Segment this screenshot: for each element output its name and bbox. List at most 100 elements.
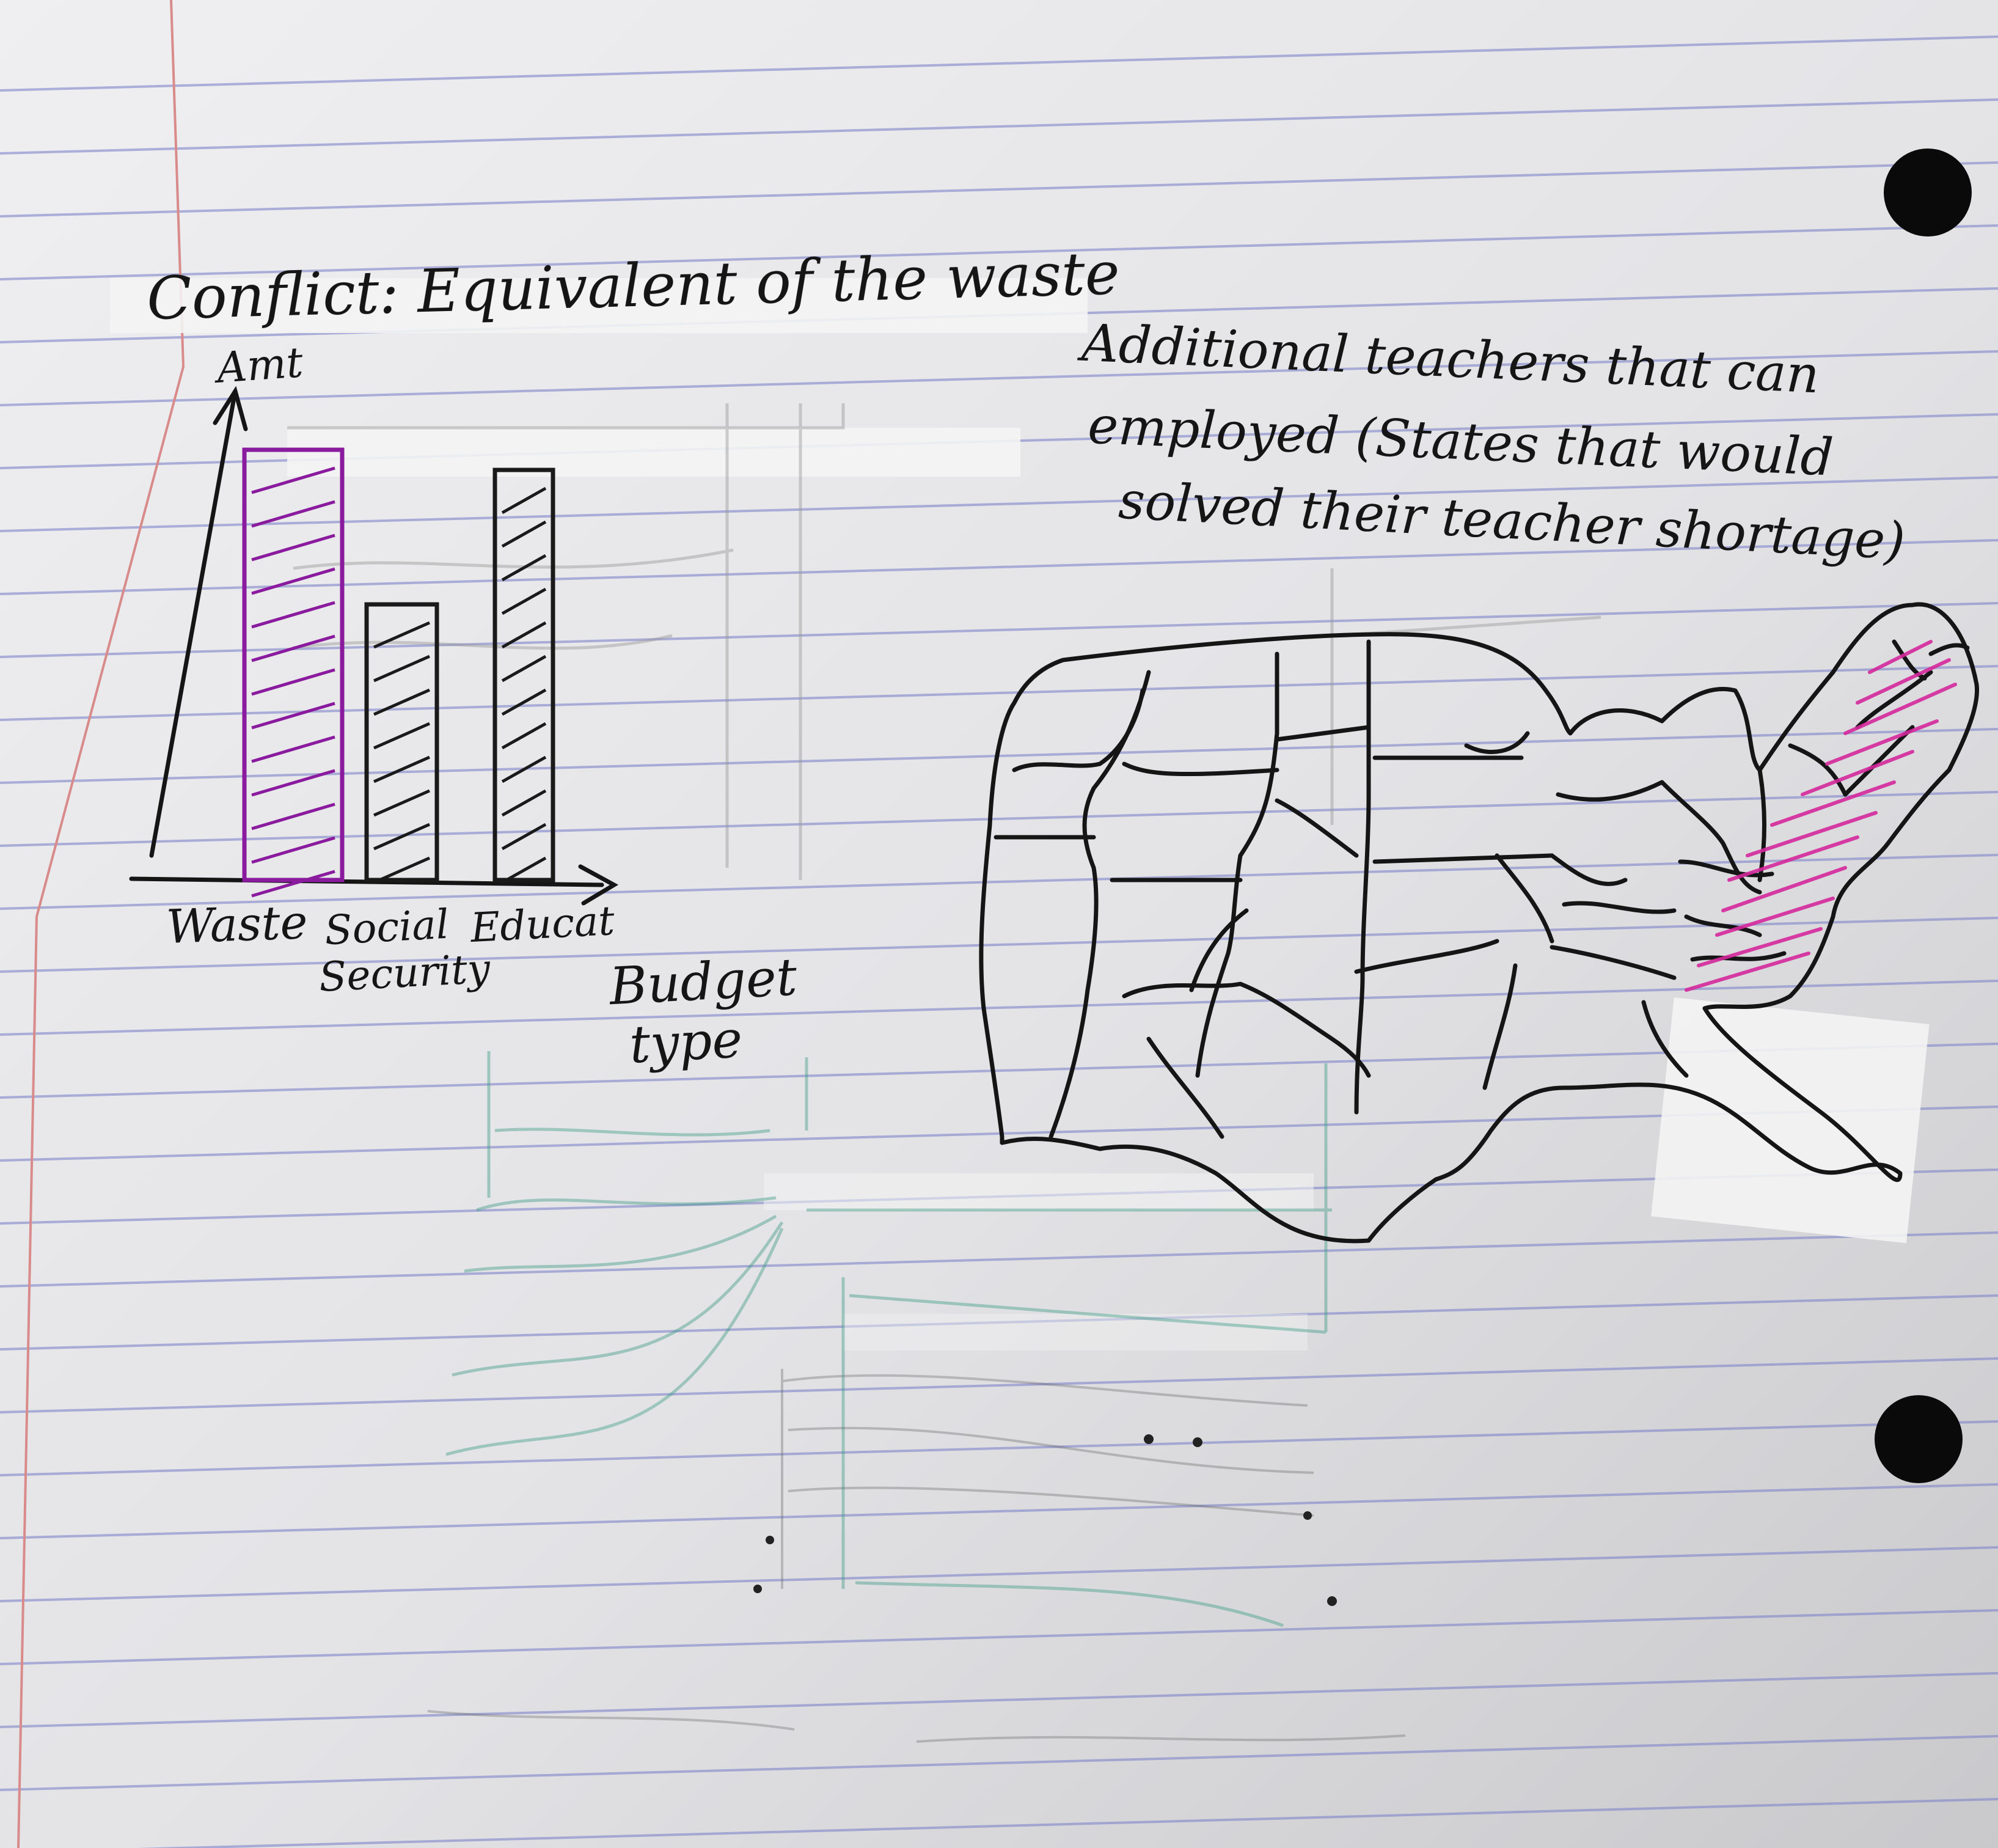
east-coast-hatching — [1685, 640, 1957, 992]
hatch-stroke — [251, 634, 335, 662]
hatch-stroke — [501, 856, 547, 884]
hatch-stroke — [251, 500, 335, 528]
hatch-stroke — [373, 688, 431, 716]
hatch-stroke — [501, 654, 547, 683]
hatch-stroke — [251, 668, 335, 696]
hatch-stroke — [373, 722, 431, 750]
state-line — [1928, 643, 1970, 656]
state-line — [1556, 780, 1664, 802]
margin-line — [17, 0, 185, 1848]
hatch-stroke — [501, 688, 547, 716]
ruled-line — [0, 1735, 1998, 1791]
ruled-line — [0, 35, 1998, 92]
hatch-stroke — [501, 554, 547, 582]
hatch-stroke — [251, 702, 335, 730]
ruled-line — [0, 161, 1998, 218]
ruled-line — [0, 1672, 1998, 1728]
ruled-lines — [0, 35, 1998, 1848]
hatch-stroke — [501, 789, 547, 817]
state-line — [1275, 725, 1371, 742]
state-line — [1550, 945, 1677, 980]
ruled-line — [0, 98, 1998, 155]
hatch-stroke — [501, 722, 547, 750]
state-line — [1354, 939, 1499, 974]
bar-waste — [242, 447, 345, 882]
state-line — [1641, 1000, 1689, 1078]
ruled-line — [0, 350, 1998, 406]
ruled-line — [0, 665, 1998, 721]
x-axis-arrow — [578, 864, 619, 906]
hatch-stroke — [251, 870, 335, 898]
ruled-line — [0, 1294, 1998, 1351]
hatch-stroke — [373, 755, 431, 783]
hatch-stroke — [251, 601, 335, 629]
bars — [242, 447, 555, 898]
y-axis-label: Amt — [215, 339, 305, 393]
hatch-stroke — [501, 823, 547, 851]
hatch-stroke — [251, 466, 335, 494]
state-line — [1122, 981, 1371, 1078]
state-line — [1550, 853, 1628, 886]
ruled-line — [0, 1483, 1998, 1539]
hatch-stroke — [501, 755, 547, 783]
state-line — [1122, 761, 1279, 777]
x-tick-label-waste: Waste — [165, 894, 309, 955]
hatch-stroke — [373, 823, 431, 851]
ghost-dots — [753, 1434, 1337, 1606]
x-tick-label-education: Educat — [469, 897, 616, 952]
ruled-line — [0, 539, 1998, 595]
hatch-stroke — [251, 836, 335, 864]
hatch-stroke — [501, 621, 547, 649]
ruled-line — [0, 602, 1998, 658]
state-line — [1189, 908, 1249, 992]
ruled-line — [0, 1546, 1998, 1602]
state-line — [1464, 731, 1530, 754]
binder-hole-top — [1884, 148, 1972, 237]
hatch-stroke — [373, 789, 431, 817]
state-line — [1690, 951, 1787, 962]
ruled-line — [0, 1231, 1998, 1288]
x-tick-label-social-security: Social Security — [318, 900, 491, 1001]
y-axis — [149, 389, 238, 858]
ruled-line — [0, 854, 1998, 910]
bar-educat — [492, 468, 555, 882]
hatch-stroke — [251, 534, 335, 562]
state-line — [1275, 798, 1359, 858]
hatch-stroke — [373, 621, 431, 649]
state-line — [1495, 853, 1554, 944]
state-line — [1195, 651, 1279, 1078]
state-line — [1354, 639, 1371, 1115]
correction-tape — [110, 278, 1930, 1351]
ruled-line — [0, 224, 1998, 280]
state-line — [1146, 1036, 1224, 1139]
state-line — [1788, 743, 1848, 797]
ruled-line — [0, 1609, 1998, 1665]
hatch-stroke — [373, 654, 431, 683]
bar-social-security — [364, 602, 439, 882]
ruled-line — [0, 476, 1998, 532]
hatch-stroke — [373, 856, 431, 884]
ruled-line — [0, 1420, 1998, 1476]
state-line — [1855, 670, 1933, 730]
hatch-stroke — [251, 769, 335, 797]
hatch-stroke — [501, 587, 547, 615]
binder-hole-bottom — [1875, 1395, 1963, 1483]
state-line — [1562, 901, 1677, 914]
hatch-stroke — [501, 520, 547, 548]
ruled-line — [0, 917, 1998, 973]
ruled-line — [0, 1357, 1998, 1414]
ghost-sketch-green — [445, 1051, 1332, 1627]
hatch-stroke — [501, 486, 547, 515]
ruled-line — [0, 980, 1998, 1036]
us-map — [979, 602, 1980, 1244]
state-line — [1684, 914, 1762, 937]
hatch-stroke — [251, 802, 335, 831]
state-line — [1482, 963, 1518, 1090]
hatch-stroke — [251, 567, 335, 595]
state-line — [1757, 768, 1766, 882]
ghost-sketch-lower — [427, 1369, 1406, 1743]
state-line — [1660, 780, 1762, 895]
bar-hatching — [251, 466, 335, 898]
